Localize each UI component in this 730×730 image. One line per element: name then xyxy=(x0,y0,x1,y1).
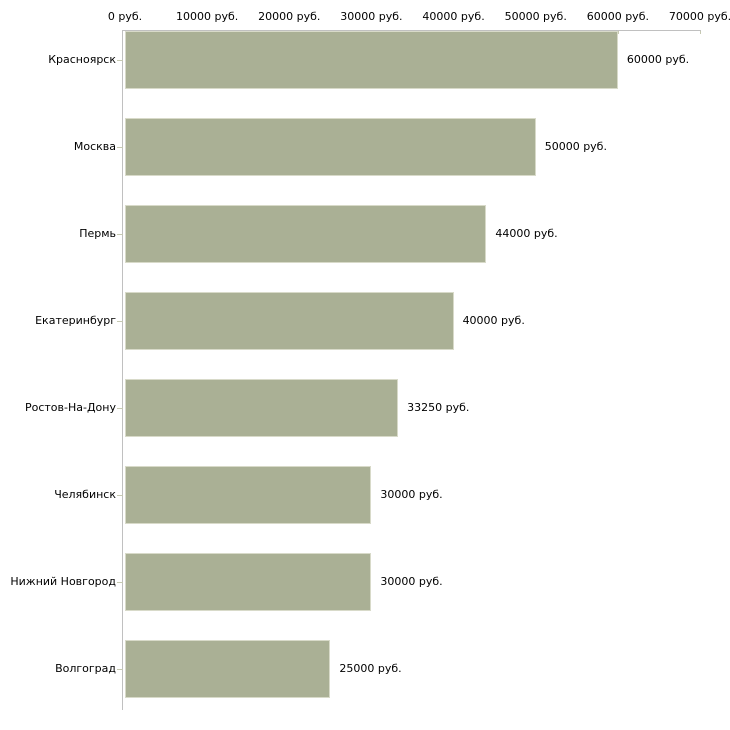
bar-category-label: Москва xyxy=(73,140,116,153)
x-axis-tick-label: 30000 руб. xyxy=(340,10,403,23)
y-axis-tick xyxy=(117,60,123,61)
bar-category-label: Ростов-На-Дону xyxy=(24,401,116,414)
bar-category-label: Челябинск xyxy=(54,488,116,501)
y-axis-tick xyxy=(117,582,123,583)
bar xyxy=(125,379,399,437)
x-axis-tick-label: 40000 руб. xyxy=(422,10,485,23)
x-axis-tick-label: 20000 руб. xyxy=(258,10,321,23)
bar-value-label: 33250 руб. xyxy=(407,401,470,414)
x-axis-tick xyxy=(700,30,701,34)
bar xyxy=(125,553,372,611)
x-axis-tick-label: 60000 руб. xyxy=(586,10,649,23)
x-axis-line xyxy=(122,30,701,31)
bar xyxy=(125,118,536,176)
bar-value-label: 40000 руб. xyxy=(462,314,525,327)
bar-category-label: Пермь xyxy=(79,227,116,240)
y-axis-line xyxy=(122,30,123,710)
x-axis-tick-label: 70000 руб. xyxy=(668,10,730,23)
x-axis-tick-label: 0 руб. xyxy=(107,10,143,23)
y-axis-tick xyxy=(117,408,123,409)
bar xyxy=(125,466,372,524)
bar-value-label: 30000 руб. xyxy=(380,488,443,501)
x-axis-tick xyxy=(617,30,619,34)
bar xyxy=(125,31,618,89)
bar-category-label: Волгоград xyxy=(55,662,116,675)
bar xyxy=(125,640,331,698)
y-axis-tick xyxy=(117,321,123,322)
bar-value-label: 60000 руб. xyxy=(626,53,690,66)
y-axis-tick xyxy=(117,669,123,670)
bar-category-label: Красноярск xyxy=(48,53,116,66)
bar-category-label: Екатеринбург xyxy=(35,314,116,327)
y-axis-tick xyxy=(117,495,123,496)
bar-value-label: 50000 руб. xyxy=(544,140,607,153)
bar-value-label: 44000 руб. xyxy=(495,227,558,240)
bar-value-label: 25000 руб. xyxy=(339,662,402,675)
x-axis-tick-label: 50000 руб. xyxy=(504,10,567,23)
bar-category-label: Нижний Новгород xyxy=(10,575,116,588)
x-axis-tick-label: 10000 руб. xyxy=(176,10,239,23)
y-axis-tick xyxy=(117,147,123,148)
bar-value-label: 30000 руб. xyxy=(380,575,443,588)
y-axis-tick xyxy=(117,234,123,235)
bar xyxy=(125,292,454,350)
bar xyxy=(125,205,487,263)
